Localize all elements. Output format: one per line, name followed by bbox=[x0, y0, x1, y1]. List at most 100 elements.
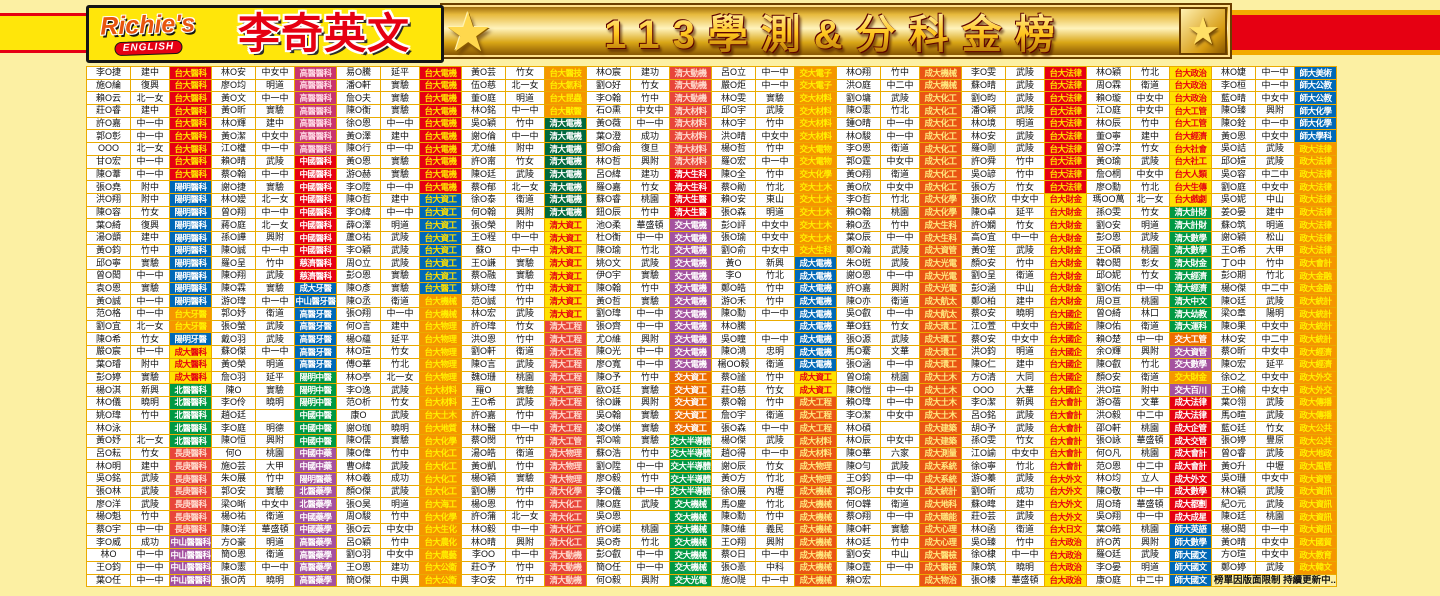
department-cell: 交大材料 bbox=[795, 105, 836, 117]
department-cell: 台大醫技 bbox=[545, 67, 586, 79]
school-cell: 中一中 bbox=[256, 561, 294, 574]
department-cell: 北醫藥學 bbox=[295, 485, 336, 498]
school-cell: 中一中 bbox=[131, 346, 169, 358]
student-name-cell: 許O嘉 bbox=[837, 282, 880, 295]
student-name-cell: 許O瑋 bbox=[462, 320, 505, 333]
school-cell: 竹女 bbox=[131, 206, 169, 219]
student-name-cell: 郭O喻 bbox=[587, 434, 630, 447]
student-name-cell: 莊O睿 bbox=[87, 105, 130, 117]
school-cell: 成功 bbox=[381, 473, 419, 485]
school-cell: 中山 bbox=[1006, 282, 1044, 295]
school-cell: 北一女 bbox=[506, 181, 544, 193]
student-name-cell: 林O穎 bbox=[1087, 67, 1130, 79]
department-cell: 成大企管 bbox=[1170, 422, 1211, 434]
student-name-cell: 林O宏 bbox=[462, 308, 505, 320]
school-cell: 建功 bbox=[631, 168, 669, 181]
department-cell: 成大化工 bbox=[920, 117, 961, 130]
department-cell: 台大政治 bbox=[1045, 574, 1086, 587]
student-name-cell: 施O芸 bbox=[212, 460, 255, 472]
department-cell: 台大國企 bbox=[1045, 308, 1086, 320]
department-cell: 成大環工 bbox=[920, 358, 961, 371]
department-cell: 成大化工 bbox=[920, 143, 961, 155]
student-name-cell: 劉O瑋 bbox=[587, 308, 630, 320]
department-cell: 清大資工 bbox=[545, 244, 586, 257]
department-cell: 清大工程 bbox=[545, 358, 586, 371]
student-name-cell: 楊O恩 bbox=[462, 498, 505, 511]
school-cell: 武陵 bbox=[631, 498, 669, 511]
student-name-cell: 李O bbox=[712, 270, 755, 282]
department-cell: 成大心理 bbox=[920, 536, 961, 549]
school-cell: 中女中 bbox=[1006, 333, 1044, 346]
student-name-cell: 簡O恩 bbox=[212, 549, 255, 561]
department-cell: 台大公衛 bbox=[420, 574, 461, 587]
school-cell: 中女中 bbox=[1256, 181, 1294, 193]
student-name-cell: 彭O期 bbox=[1212, 270, 1255, 282]
student-name-cell: 吳O銘 bbox=[87, 473, 130, 485]
school-cell: 復興 bbox=[131, 219, 169, 231]
student-name-cell: 林O儀 bbox=[87, 396, 130, 409]
school-cell: 竹女 bbox=[1006, 219, 1044, 231]
school-cell: 延平 bbox=[381, 67, 419, 79]
school-cell: 中女中 bbox=[1256, 346, 1294, 358]
student-name-cell: 林O均 bbox=[1087, 473, 1130, 485]
student-name-cell: 吳O穎 bbox=[462, 117, 505, 130]
department-cell: 清大物理 bbox=[545, 473, 586, 485]
student-name-cell: 戴O羽 bbox=[212, 333, 255, 346]
school-cell: 中二中 bbox=[1256, 282, 1294, 295]
department-cell: 台大牙醫 bbox=[170, 308, 211, 320]
school-cell: 竹中 bbox=[131, 409, 169, 422]
school-cell: 中一中 bbox=[1006, 231, 1044, 244]
school-cell: 中一中 bbox=[256, 295, 294, 308]
school-cell: 中一中 bbox=[631, 320, 669, 333]
student-name-cell: 黃O鈞 bbox=[87, 244, 130, 257]
title-banner: ★ 113學測&分科金榜 ★ bbox=[440, 3, 1232, 63]
school-cell: 延平 bbox=[256, 371, 294, 384]
student-name-cell: 陳O言 bbox=[462, 358, 505, 371]
department-cell: 台大化工 bbox=[420, 485, 461, 498]
school-cell: 實驗 bbox=[256, 282, 294, 295]
student-name-cell: 黃O升 bbox=[1212, 460, 1255, 472]
student-name-cell: 李O逸 bbox=[337, 384, 380, 396]
department-cell: 成大系統 bbox=[920, 473, 961, 485]
department-cell: 師大化學 bbox=[1295, 105, 1336, 117]
school-cell: 中女中 bbox=[756, 130, 794, 143]
student-name-cell: 李O哲 bbox=[837, 193, 880, 206]
school-cell: 衛道 bbox=[1006, 523, 1044, 536]
student-name-cell: 林O安 bbox=[1212, 333, 1255, 346]
school-cell: 中一中 bbox=[881, 473, 919, 485]
star-icon: ★ bbox=[444, 3, 493, 63]
school-cell: 武陵 bbox=[1006, 143, 1044, 155]
school-cell: 附中 bbox=[506, 219, 544, 231]
student-name-cell: 傅O華 bbox=[337, 358, 380, 371]
school-cell: 中女中 bbox=[1256, 371, 1294, 384]
department-cell: 台大醫科 bbox=[170, 143, 211, 155]
department-cell: 交大電機 bbox=[670, 219, 711, 231]
school-cell: 衛道 bbox=[881, 168, 919, 181]
student-name-cell: 張O欣 bbox=[962, 193, 1005, 206]
school-cell: 中一中 bbox=[131, 130, 169, 143]
department-cell: 台大醫科 bbox=[170, 105, 211, 117]
department-cell: 交大電物 bbox=[795, 155, 836, 168]
school-cell: 東山 bbox=[756, 193, 794, 206]
department-cell: 成大化工 bbox=[920, 181, 961, 193]
department-cell: 台大會計 bbox=[1045, 396, 1086, 409]
student-name-cell: 蘆O祐 bbox=[337, 231, 380, 244]
school-cell: 中一中 bbox=[631, 231, 669, 244]
department-cell: 政大資管 bbox=[1295, 473, 1336, 485]
department-cell: 清大工程 bbox=[545, 396, 586, 409]
school-cell: 武陵 bbox=[381, 257, 419, 269]
school-cell: 明道 bbox=[256, 79, 294, 92]
school-cell: 竹北 bbox=[1006, 460, 1044, 472]
student-name-cell: 陳O憲 bbox=[837, 105, 880, 117]
student-name-cell: 吳O翔 bbox=[1087, 511, 1130, 523]
department-cell: 交大電機 bbox=[670, 320, 711, 333]
student-name-cell: 黃O瑜 bbox=[1087, 155, 1130, 168]
department-cell: 成大機械 bbox=[795, 536, 836, 549]
student-name-cell: 劉O勝 bbox=[462, 485, 505, 498]
school-cell: 實驗 bbox=[506, 384, 544, 396]
department-cell: 高醫醫科 bbox=[295, 79, 336, 92]
school-cell: 中女中 bbox=[1131, 105, 1169, 117]
student-name-cell: 劉O昕 bbox=[962, 485, 1005, 498]
department-cell: 清大財金 bbox=[1170, 257, 1211, 269]
department-cell: 台大外文 bbox=[1045, 498, 1086, 511]
